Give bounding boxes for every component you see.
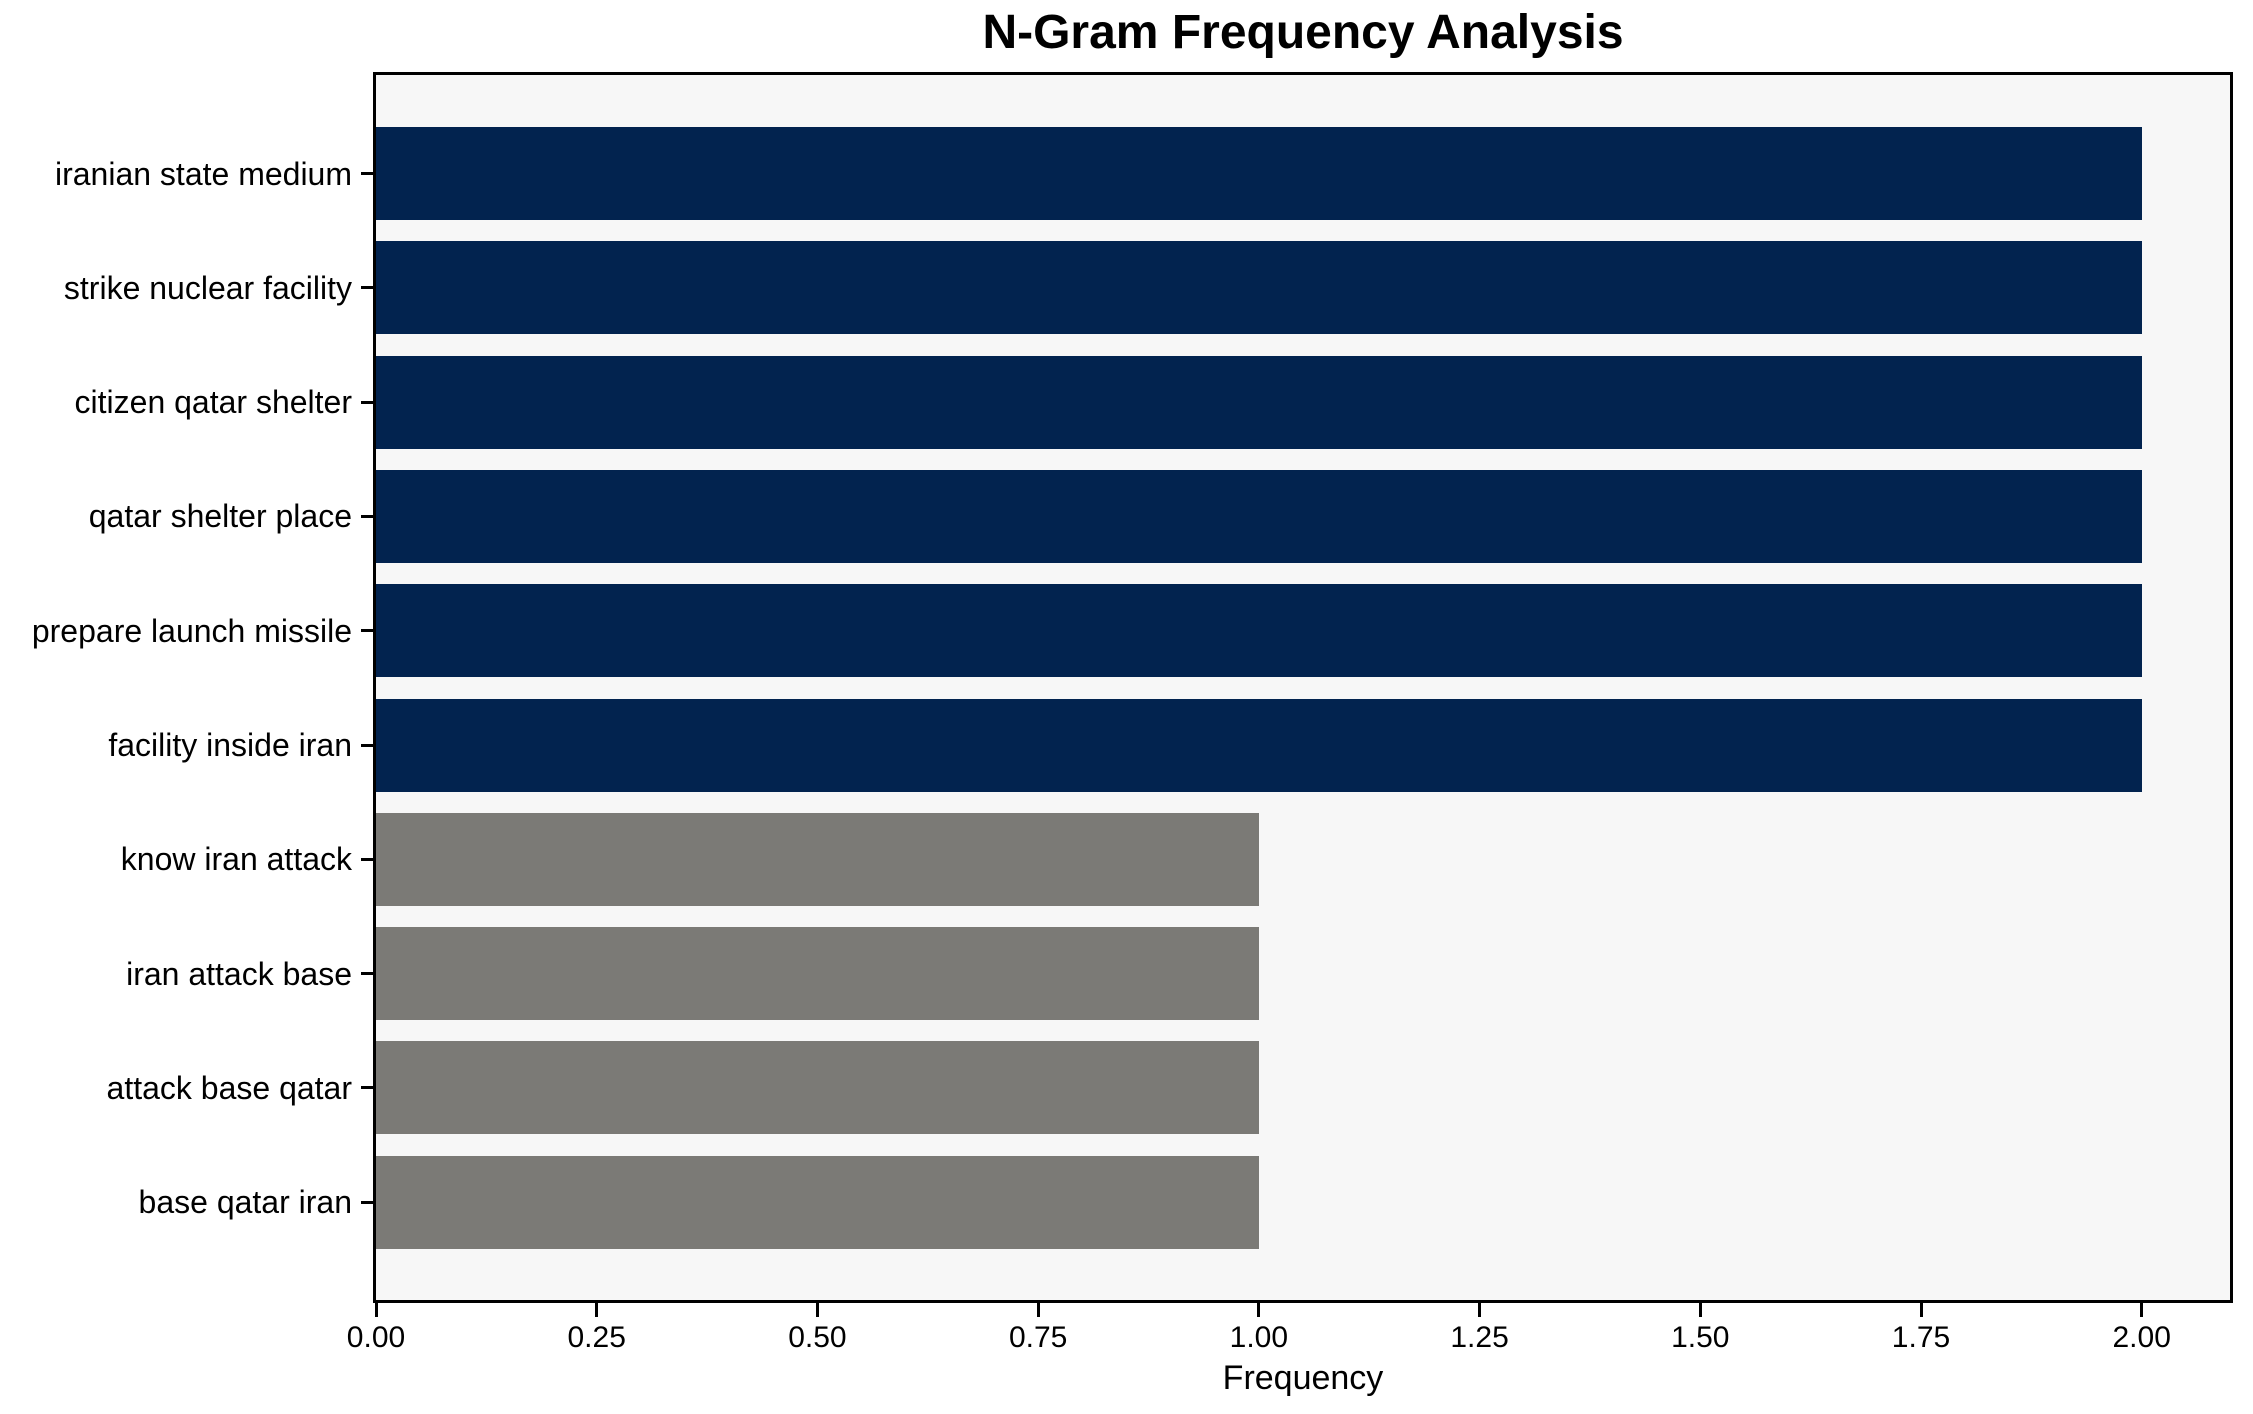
x-tick-label: 0.75	[1008, 1321, 1068, 1354]
x-tick-mark	[1257, 1303, 1261, 1317]
y-tick-mark	[361, 743, 373, 747]
x-tick-mark	[1698, 1303, 1702, 1317]
x-tick-mark	[815, 1303, 819, 1317]
bar	[376, 584, 2142, 678]
bar	[376, 1155, 1259, 1249]
bar	[376, 927, 1259, 1021]
y-tick-mark	[361, 286, 373, 290]
y-tick-label: iranian state medium	[54, 155, 352, 192]
x-tick-label: 1.00	[1229, 1321, 1289, 1354]
y-tick-label: facility inside iran	[108, 727, 352, 763]
y-tick-label: qatar shelter place	[88, 498, 352, 535]
x-tick-label: 1.75	[1891, 1321, 1951, 1354]
x-tick-label: 0.50	[788, 1321, 847, 1354]
y-tick-label: strike nuclear facility	[63, 269, 352, 306]
x-tick-label: 2.00	[2112, 1321, 2171, 1354]
bar	[376, 241, 2142, 335]
x-tick-mark	[374, 1303, 378, 1317]
x-tick-mark	[1036, 1303, 1040, 1317]
y-tick-label: prepare launch missile	[31, 612, 352, 649]
bar	[376, 1041, 1259, 1135]
plot-area	[373, 72, 2233, 1303]
y-tick-mark	[361, 172, 373, 175]
bar	[376, 698, 2142, 792]
x-tick-mark	[1919, 1303, 1923, 1317]
y-tick-label: know iran attack	[120, 841, 352, 878]
y-tick-mark	[361, 857, 373, 861]
y-tick-mark	[361, 514, 373, 518]
x-tick-mark	[1478, 1303, 1482, 1317]
x-tick-mark	[595, 1303, 599, 1317]
x-tick-label: 0.25	[567, 1321, 626, 1354]
y-tick-mark	[361, 972, 373, 976]
x-tick-mark	[2140, 1303, 2144, 1317]
y-tick-mark	[361, 1200, 373, 1204]
bar	[376, 469, 2142, 563]
bar	[376, 812, 1259, 906]
bar	[376, 127, 2142, 220]
y-tick-label: iran attack base	[126, 955, 352, 992]
y-tick-mark	[361, 400, 373, 404]
y-tick-label: citizen qatar shelter	[74, 384, 352, 421]
bar	[376, 355, 2142, 449]
y-tick-mark	[361, 629, 373, 633]
chart-title: N-Gram Frequency Analysis	[982, 6, 1624, 59]
y-tick-label: attack base qatar	[106, 1069, 352, 1106]
y-tick-mark	[361, 1086, 373, 1090]
x-axis-title: Frequency	[1222, 1359, 1384, 1397]
y-tick-label: base qatar iran	[138, 1184, 352, 1221]
x-tick-label: 1.50	[1671, 1321, 1730, 1354]
x-tick-label: 1.25	[1450, 1321, 1509, 1354]
x-tick-label: 0.00	[346, 1321, 406, 1354]
